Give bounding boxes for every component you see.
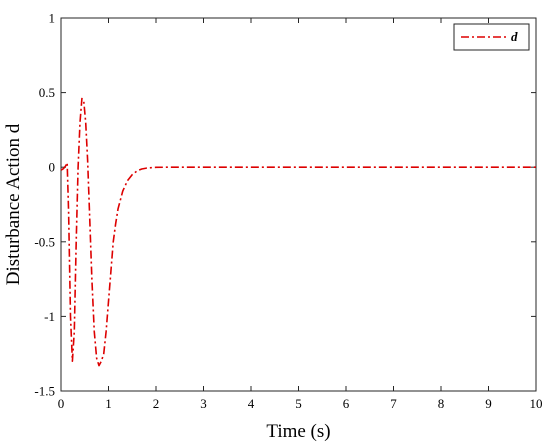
x-tick-label: 9 [485,396,492,411]
y-tick-label: 1 [49,11,56,26]
plot-area [60,17,537,392]
x-axis-title: Time (s) [266,421,330,442]
y-tick-label: -1.5 [34,384,55,399]
x-tick-label: 8 [438,396,445,411]
series-layer [60,97,536,367]
series-line-d [60,97,536,367]
x-tick-label: 10 [530,396,543,411]
legend: d [453,23,530,51]
x-tick-label: 7 [390,396,397,411]
x-tick-label: 5 [295,396,302,411]
x-tick-label: 1 [105,396,112,411]
y-tick-label: -0.5 [34,234,55,249]
y-tick-label: 0.5 [39,85,55,100]
y-axis-title: Disturbance Action d [3,123,24,285]
y-tick-label: -1 [44,309,55,324]
ticks: 0 1 2 3 4 5 6 7 8 9 10 -1.5 -1 -0.5 0 0.5 1 [34,11,542,412]
x-tick-label: 3 [200,396,207,411]
y-tick-label: 0 [49,160,56,175]
x-tick-label: 0 [58,396,65,411]
x-tick-label: 2 [153,396,160,411]
x-tick-label: 6 [343,396,350,411]
legend-label: d [511,29,518,44]
x-tick-label: 4 [248,396,255,411]
